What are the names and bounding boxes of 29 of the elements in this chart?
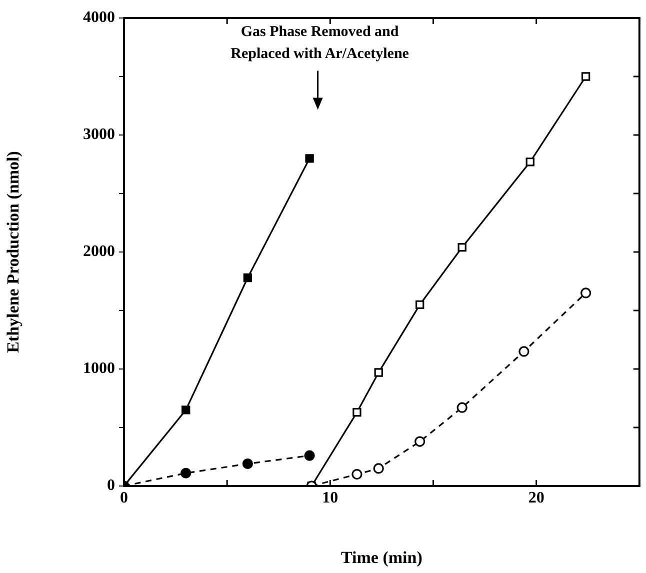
annotation: Gas Phase Removed and Replaced with Ar/Acetylene — [230, 24, 410, 62]
point — [458, 242, 466, 252]
point — [414, 436, 426, 447]
x-axis-title: Time (min) — [341, 548, 422, 568]
point — [352, 469, 362, 480]
point — [526, 158, 534, 166]
point — [180, 468, 192, 478]
x-tick-label: 0 — [120, 490, 128, 507]
point — [518, 346, 530, 357]
point — [416, 300, 424, 309]
point — [352, 408, 362, 417]
point — [456, 402, 468, 413]
y-tick-label: 4000 — [83, 9, 115, 26]
x-tick-label: 10 — [322, 490, 338, 507]
point — [581, 72, 590, 81]
x-tick-label: 20 — [528, 490, 544, 507]
y-tick-label: 0 — [107, 477, 115, 494]
point — [243, 273, 252, 282]
y-tick-label: 2000 — [83, 243, 115, 260]
point — [182, 406, 190, 414]
y-tick-label: 3000 — [83, 126, 115, 144]
point — [374, 368, 383, 377]
point — [242, 458, 253, 470]
y-tick-label: 1000 — [83, 360, 115, 378]
point — [580, 288, 592, 298]
point — [305, 154, 314, 163]
point — [304, 450, 315, 461]
y-axis-title: Ethylene Production (nmol) — [4, 151, 23, 353]
point — [373, 463, 384, 474]
